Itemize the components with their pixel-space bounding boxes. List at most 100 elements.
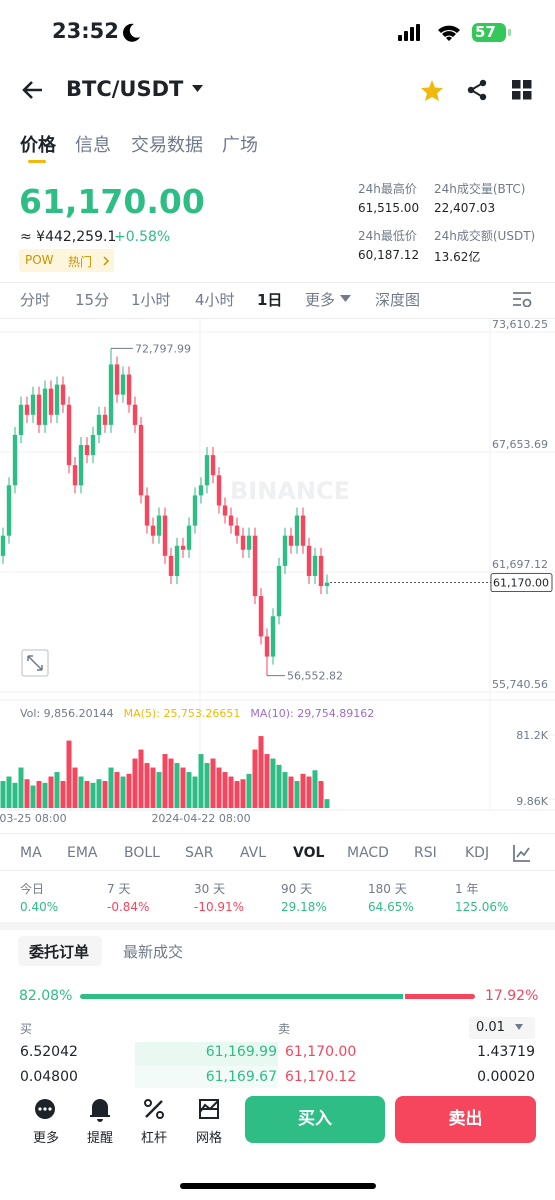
indicator: MA xyxy=(20,845,42,861)
candle-body xyxy=(180,545,186,550)
tab[interactable]: 信息 xyxy=(75,135,111,156)
candle-body xyxy=(186,525,192,550)
interval[interactable]: 分时 xyxy=(20,291,51,309)
nav-label[interactable]: 网格 xyxy=(196,1131,223,1146)
candle-body xyxy=(264,636,270,657)
share-icon[interactable] xyxy=(466,79,488,101)
volume-bar xyxy=(258,736,264,808)
candle-body xyxy=(132,404,138,425)
volume-bar xyxy=(6,776,12,808)
sell-button[interactable]: 卖出 xyxy=(395,1096,536,1143)
y-tick-label: 73,610.25 xyxy=(492,319,548,331)
candle-body xyxy=(222,505,228,516)
chart-settings[interactable] xyxy=(512,291,532,307)
volume-bar xyxy=(24,779,30,808)
candle-body xyxy=(216,475,222,506)
tab[interactable]: 交易数据 xyxy=(131,135,203,156)
indicator-settings[interactable] xyxy=(513,844,531,862)
volume-bar xyxy=(54,772,60,808)
status-time: 23:52 xyxy=(52,19,119,43)
candle-body xyxy=(192,495,198,526)
order-tab-active[interactable]: 委托订单 xyxy=(29,943,90,961)
candle-body xyxy=(198,485,204,496)
indicator: EMA xyxy=(67,845,98,861)
buy-button[interactable]: 买入 xyxy=(245,1096,385,1143)
period-label: 1 年 xyxy=(455,882,479,896)
order-tab[interactable]: 最新成交 xyxy=(123,943,184,961)
precision-caret xyxy=(515,1024,523,1030)
volume-bar xyxy=(174,763,180,808)
volume-bar xyxy=(36,781,42,808)
volume-bar xyxy=(270,758,276,808)
nav-icons xyxy=(35,1099,219,1122)
x-tick-label: 2024-04-22 08:00 xyxy=(151,812,250,825)
tab-active[interactable]: 价格 xyxy=(20,135,56,156)
interval[interactable]: 15分 xyxy=(75,291,110,309)
volume-tick-label: 81.2K xyxy=(516,729,548,742)
pair-dropdown[interactable] xyxy=(192,84,204,94)
nav-label[interactable]: 杠杆 xyxy=(141,1131,168,1146)
more-caret xyxy=(340,295,351,302)
volume-bar xyxy=(276,764,282,808)
precision-select[interactable] xyxy=(469,1017,535,1039)
y-tick-label: 67,653.69 xyxy=(492,438,548,451)
order-tab-bg xyxy=(18,936,102,966)
tag-box[interactable] xyxy=(19,249,114,272)
candle-body xyxy=(150,525,156,536)
bid-price: 61,169.67 xyxy=(205,1069,277,1085)
candle-body xyxy=(174,545,180,576)
pair-title[interactable]: BTC/USDT xyxy=(66,77,184,101)
sell-ratio-bar xyxy=(404,994,475,999)
candle-body xyxy=(168,555,174,576)
volume-bar xyxy=(312,770,318,808)
cny-price: ≈ ¥442,259.1 xyxy=(20,229,117,245)
battery: 57 xyxy=(472,23,506,42)
tag: POW xyxy=(25,253,54,267)
nav-label[interactable]: 提醒 xyxy=(87,1131,114,1146)
volume-bar xyxy=(144,763,150,808)
volume-bar xyxy=(114,772,120,808)
volume-bar xyxy=(18,767,24,808)
period-change: -10.91% xyxy=(194,900,245,914)
volume-bar xyxy=(102,781,108,808)
layout-icon[interactable] xyxy=(512,80,532,100)
nav-label[interactable]: 更多 xyxy=(33,1131,60,1146)
candle-body xyxy=(318,555,324,587)
bid-amount: 0.04800 xyxy=(20,1069,78,1085)
volume-bar xyxy=(162,754,168,808)
depth-bar-bid xyxy=(135,1066,278,1090)
interval[interactable]: 更多 xyxy=(305,291,336,309)
back-button[interactable] xyxy=(20,78,46,102)
candle-body xyxy=(270,616,276,657)
candle-body xyxy=(210,455,216,476)
interval[interactable]: 1小时 xyxy=(131,291,171,309)
interval[interactable]: 深度图 xyxy=(375,291,421,309)
period-change: -0.84% xyxy=(107,900,150,914)
volume-bar xyxy=(198,754,204,808)
volume-legend: MA(10): 29,754.89162 xyxy=(250,707,374,720)
candle-body xyxy=(246,535,252,550)
high-annotation: 72,797.99 xyxy=(135,342,191,355)
volume-legend: MA(5): 25,753.26651 xyxy=(124,707,241,720)
stat-label: 24h成交量(BTC) xyxy=(434,182,526,196)
watermark: BINANCE xyxy=(230,477,350,505)
last-price: 61,170.00 xyxy=(19,182,205,221)
tab[interactable]: 广场 xyxy=(222,135,258,156)
volume-bar xyxy=(48,776,54,808)
period-change: 125.06% xyxy=(455,900,509,914)
interval-active[interactable]: 1日 xyxy=(257,291,283,309)
candle-body xyxy=(6,485,12,536)
volume-bar xyxy=(120,776,126,808)
candle-body xyxy=(12,434,18,486)
candle-body xyxy=(156,515,162,536)
volume-bar xyxy=(180,767,186,808)
ask-price: 61,170.12 xyxy=(285,1069,357,1085)
volume-bar xyxy=(204,763,210,808)
candle-body xyxy=(66,404,72,466)
interval[interactable]: 4小时 xyxy=(195,291,235,309)
divider xyxy=(0,870,555,871)
ask-amount: 1.43719 xyxy=(477,1044,535,1060)
favorite-star[interactable] xyxy=(420,79,444,102)
candle-body xyxy=(258,596,264,637)
